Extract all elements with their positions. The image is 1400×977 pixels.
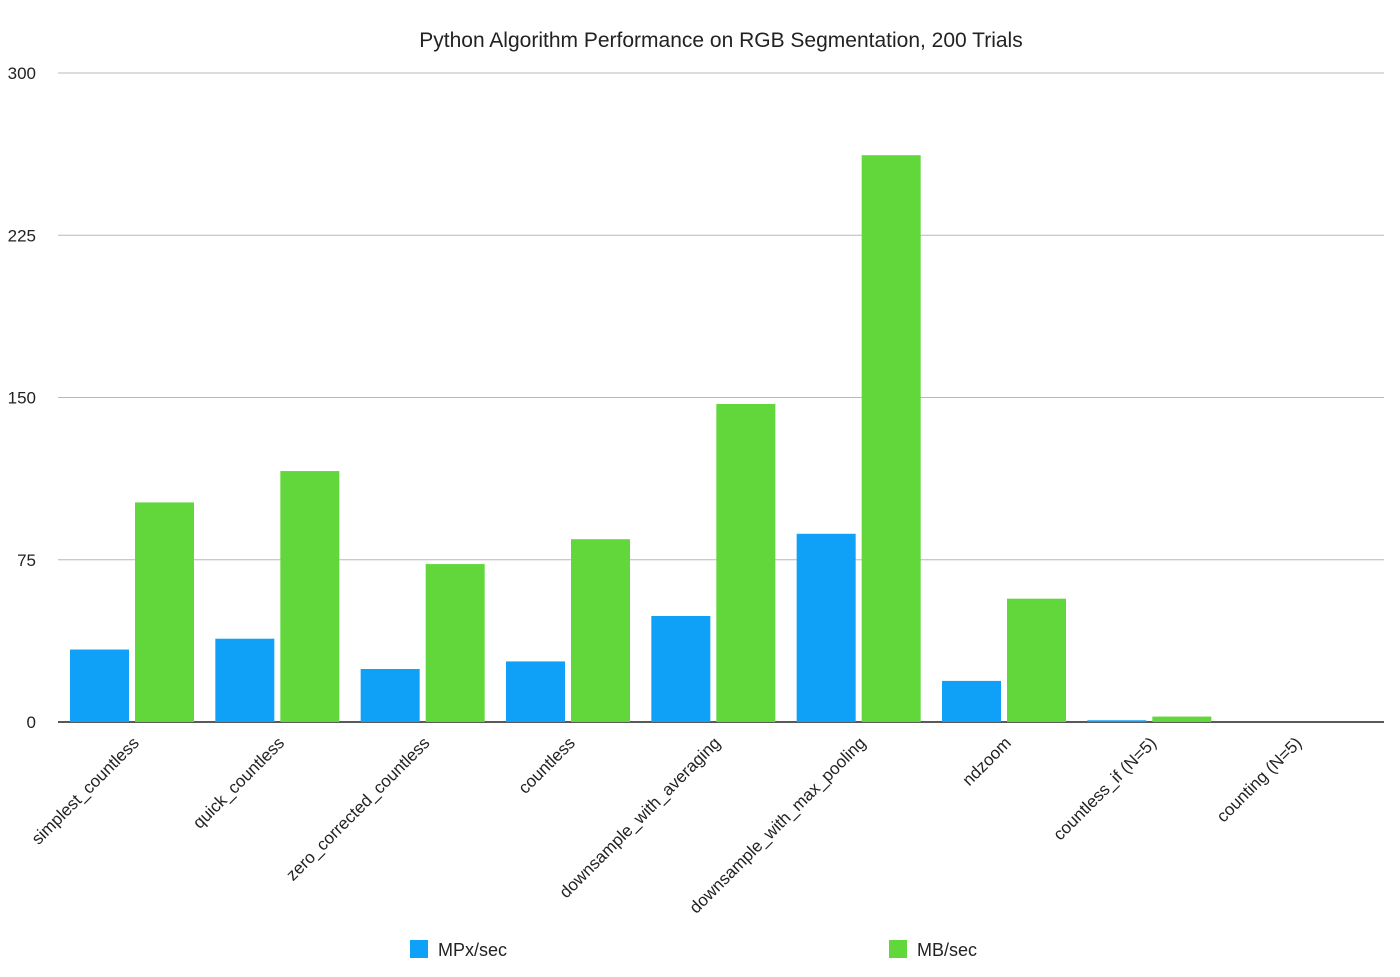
bar xyxy=(796,533,856,722)
legend-swatch xyxy=(889,940,907,958)
bar xyxy=(942,680,1001,722)
bar xyxy=(425,564,485,722)
x-axis-ticks: simplest_countless quick_countlesszero_co… xyxy=(28,733,1306,917)
bar xyxy=(506,661,565,722)
chart-title: Python Algorithm Performance on RGB Segm… xyxy=(419,29,1022,52)
legend-label: MB/sec xyxy=(917,940,977,960)
bar xyxy=(651,615,711,722)
y-tick-label: 225 xyxy=(8,226,36,245)
x-tick-label: simplest_countless xyxy=(28,733,143,848)
x-tick-label: quick_countless xyxy=(189,733,288,832)
x-tick-label: countless xyxy=(515,733,579,797)
bar xyxy=(70,649,129,722)
bar xyxy=(1087,720,1147,722)
x-tick-label: downsample_with_averaging xyxy=(556,733,724,901)
y-tick-label: 300 xyxy=(8,64,36,83)
bar xyxy=(1007,598,1066,722)
y-tick-label: 0 xyxy=(27,713,36,732)
bar xyxy=(360,668,420,722)
bar xyxy=(135,502,194,722)
legend: MPx/sec MB/sec xyxy=(410,940,977,960)
bar xyxy=(1152,716,1212,722)
y-tick-label: 150 xyxy=(8,389,36,408)
bar xyxy=(571,539,630,722)
bars xyxy=(70,155,1212,722)
x-tick-label: zero_corrected_countless xyxy=(282,733,433,884)
bar xyxy=(716,403,776,722)
y-tick-label: 75 xyxy=(17,551,36,570)
y-axis-ticks: 0 75 150 225 300 xyxy=(8,64,36,732)
legend-label: MPx/sec xyxy=(438,940,507,960)
x-tick-label: countless_if (N=5) xyxy=(1050,733,1161,844)
bar xyxy=(215,638,275,722)
x-tick-label: counting (N=5) xyxy=(1213,733,1306,826)
legend-swatch xyxy=(410,940,428,958)
bar xyxy=(861,155,921,722)
x-tick-label: ndzoom xyxy=(959,733,1015,789)
bar xyxy=(280,471,340,722)
x-tick-label: downsample_with_max_pooling xyxy=(686,733,870,917)
